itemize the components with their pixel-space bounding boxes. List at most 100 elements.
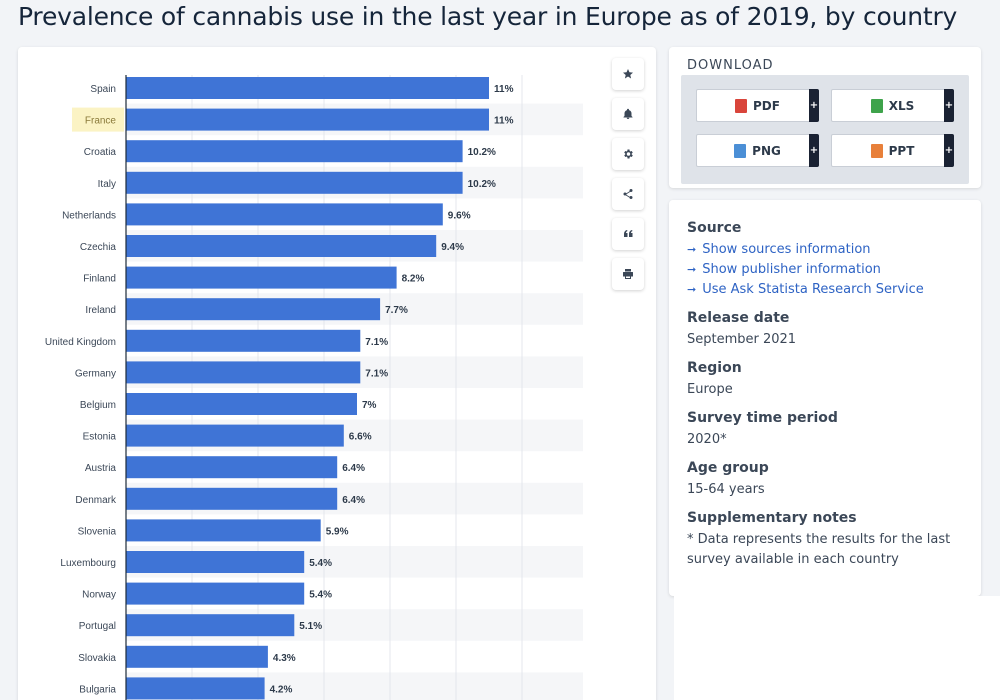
value-label: 4.3% [273, 653, 296, 664]
release-date-heading: Release date [687, 310, 790, 326]
value-label: 7.1% [365, 368, 388, 379]
bar[interactable] [126, 361, 361, 384]
download-pdf-button[interactable]: PDF + [696, 89, 819, 122]
supplementary-notes-value: * Data represents the results for the la… [687, 532, 951, 567]
download-png-label: PNG [752, 143, 781, 158]
bar[interactable] [126, 171, 463, 194]
category-label: Bulgaria [79, 684, 116, 695]
arrow-right-icon: ➞ [687, 243, 697, 256]
category-label: Ireland [85, 305, 116, 316]
share-button[interactable] [612, 178, 644, 210]
bar[interactable] [126, 519, 321, 542]
category-label: Finland [83, 274, 116, 285]
bar[interactable] [126, 108, 489, 131]
category-label: Denmark [75, 495, 117, 506]
bar[interactable] [126, 140, 463, 163]
ask-statista-link[interactable]: ➞ Use Ask Statista Research Service [687, 280, 963, 300]
bar[interactable] [126, 645, 268, 668]
notification-button[interactable] [612, 98, 644, 130]
value-label: 6.4% [342, 463, 365, 474]
category-highlight [72, 107, 124, 132]
ask-statista-label: Use Ask Statista Research Service [702, 282, 924, 297]
chart-card: Spain 11% France 11% Croatia 10.2% Italy 10.2% N… [18, 47, 656, 700]
settings-button[interactable] [612, 138, 644, 170]
page-title: Prevalence of cannabis use in the last y… [18, 2, 958, 31]
download-buttons-area: PDF + XLS + PNG + PPT + [681, 75, 969, 184]
value-label: 7.7% [385, 305, 408, 316]
statistic-info-panel: Source ➞ Show sources information ➞ Show p… [669, 200, 981, 596]
bar[interactable] [126, 329, 361, 352]
bar[interactable] [126, 614, 295, 637]
download-xls-plus[interactable]: + [944, 89, 954, 122]
show-publisher-link[interactable]: ➞ Show publisher information [687, 260, 963, 280]
download-ppt-label: PPT [888, 143, 915, 158]
age-group-heading: Age group [687, 460, 769, 476]
print-button[interactable] [612, 258, 644, 290]
category-label: United Kingdom [45, 337, 116, 348]
category-label: Luxembourg [60, 558, 116, 569]
value-label: 5.4% [309, 558, 332, 569]
value-label: 4.2% [270, 684, 293, 695]
bar[interactable] [126, 551, 305, 573]
download-ppt-plus[interactable]: + [944, 134, 954, 167]
category-label: Croatia [84, 147, 117, 158]
download-png-button[interactable]: PNG + [696, 134, 819, 167]
download-ppt-button[interactable]: PPT + [831, 134, 954, 167]
print-icon [623, 269, 633, 279]
value-label: 11% [494, 84, 514, 95]
quote-icon [624, 230, 633, 237]
show-publisher-label: Show publisher information [702, 262, 881, 277]
source-heading: Source [687, 220, 742, 236]
category-label: Estonia [83, 432, 117, 443]
arrow-right-icon: ➞ [687, 283, 697, 296]
category-label: Belgium [80, 400, 116, 411]
bar[interactable] [126, 582, 305, 605]
download-pdf-label: PDF [753, 98, 780, 113]
arrow-right-icon: ➞ [687, 263, 697, 276]
share-icon [623, 189, 633, 199]
region-value: Europe [687, 382, 733, 397]
cite-button[interactable] [612, 218, 644, 250]
value-label: 8.2% [402, 274, 425, 285]
category-label: Czechia [80, 242, 117, 253]
category-label: Norway [82, 590, 116, 601]
region-heading: Region [687, 360, 742, 376]
show-sources-link[interactable]: ➞ Show sources information [687, 240, 963, 260]
value-label: 10.2% [468, 147, 496, 158]
category-label: Netherlands [62, 210, 116, 221]
category-label: Spain [90, 84, 116, 95]
download-xls-label: XLS [888, 98, 915, 113]
survey-period-value: 2020* [687, 432, 727, 447]
bar[interactable] [126, 456, 338, 479]
category-label: Portugal [79, 621, 116, 632]
bar[interactable] [126, 266, 397, 289]
bar[interactable] [126, 677, 265, 700]
bar[interactable] [126, 424, 344, 447]
value-label: 6.6% [349, 432, 372, 443]
bar[interactable] [126, 393, 357, 415]
category-label: Italy [98, 179, 116, 190]
star-icon [623, 69, 633, 79]
value-label: 5.9% [326, 526, 349, 537]
bar[interactable] [126, 487, 338, 510]
bell-icon [623, 108, 633, 119]
gear-icon [624, 149, 633, 159]
download-png-plus[interactable]: + [809, 134, 819, 167]
ppt-icon [870, 143, 883, 158]
bar[interactable] [126, 203, 443, 226]
value-label: 10.2% [468, 179, 496, 190]
value-label: 11% [494, 116, 514, 127]
download-panel: DOWNLOAD PDF + XLS + PNG + PPT + [669, 47, 981, 188]
favorite-button[interactable] [612, 58, 644, 90]
bar[interactable] [126, 235, 437, 257]
download-pdf-plus[interactable]: + [809, 89, 819, 122]
bar[interactable] [126, 77, 489, 99]
supplementary-notes-heading: Supplementary notes [687, 510, 857, 526]
download-title: DOWNLOAD [687, 58, 774, 73]
value-label: 5.4% [309, 590, 332, 601]
sidebar-background [674, 596, 1000, 700]
bar-chart: Spain 11% France 11% Croatia 10.2% Italy 10.2% N… [45, 75, 583, 700]
bar[interactable] [126, 298, 381, 321]
png-icon [734, 143, 747, 158]
download-xls-button[interactable]: XLS + [831, 89, 954, 122]
